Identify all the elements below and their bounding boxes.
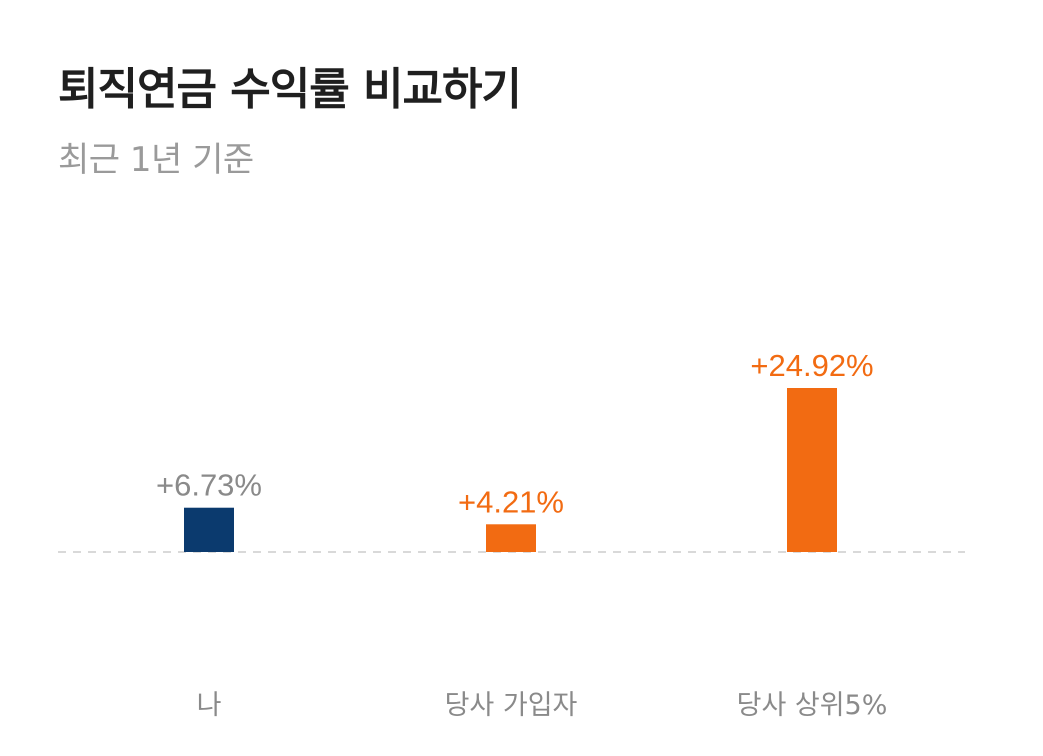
value-label-2: +4.21% [458, 484, 564, 519]
category-label-3: 당사 상위5% [737, 690, 888, 721]
category-label-1: 나 [197, 690, 222, 721]
category-label-2: 당사 가입자 [445, 690, 578, 721]
page-title: 퇴직연금 수익률 비교하기 [58, 64, 522, 115]
value-label-1: +6.73% [156, 468, 262, 503]
bar-3 [787, 388, 837, 552]
value-label-3: +24.92% [750, 348, 873, 383]
bar-1 [184, 507, 234, 552]
chart-header: 퇴직연금 수익률 비교하기 최근 1년 기준 [58, 58, 1003, 184]
page-subtitle: 최근 1년 기준 [58, 140, 254, 180]
bar-2 [486, 524, 536, 552]
